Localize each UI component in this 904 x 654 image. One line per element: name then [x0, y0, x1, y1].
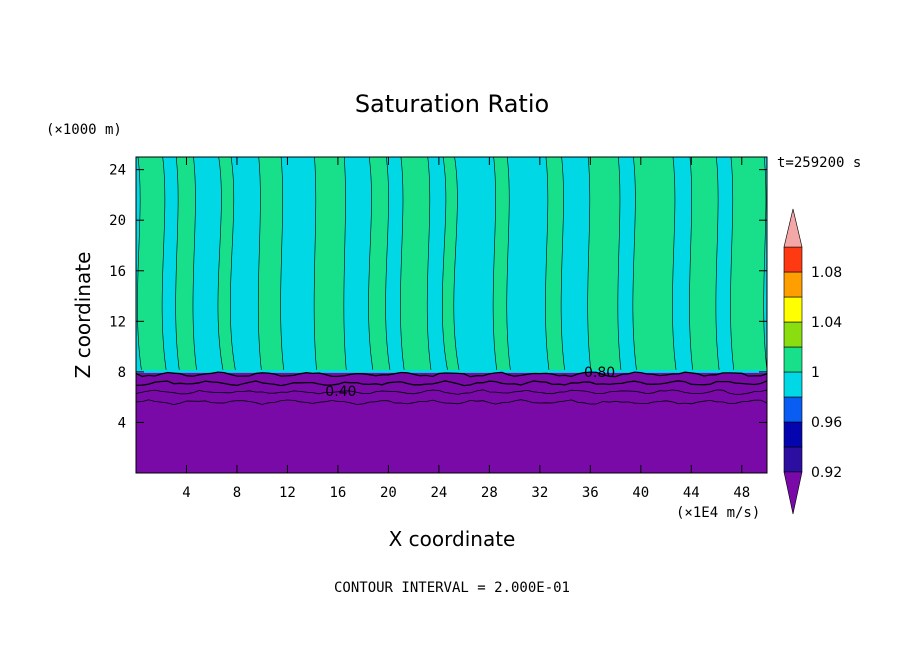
contour-label: 0.40	[325, 384, 356, 400]
upper-field-column	[587, 157, 622, 373]
y-tick-label: 20	[109, 213, 126, 229]
x-tick-label: 28	[481, 485, 498, 501]
upper-field-column	[137, 157, 167, 373]
chart-title: Saturation Ratio	[355, 90, 549, 118]
plot-area	[136, 157, 767, 473]
colorbar-labels: 1.08 1.04 1 0.96 0.92	[811, 265, 842, 481]
colorbar-top-extend	[783, 208, 803, 248]
colorbar-segment	[783, 296, 803, 323]
upper-field-column	[400, 157, 432, 373]
y-unit-label: (×1000 m)	[46, 122, 122, 138]
upper-field-column	[632, 157, 677, 373]
plot-frame	[135, 156, 768, 474]
y-tick-label: 12	[109, 314, 126, 330]
x-tick-label: 36	[582, 485, 599, 501]
lower-field-region	[136, 371, 767, 473]
upper-field-column	[257, 157, 285, 373]
x-axis-label: X coordinate	[389, 527, 516, 551]
colorbar-label: 1.08	[811, 265, 842, 281]
upper-field-column	[545, 157, 566, 373]
upper-level-field	[136, 157, 767, 373]
colorbar-segment	[783, 321, 803, 348]
upper-field-column	[689, 157, 720, 373]
contour-label: 0.80	[584, 365, 615, 381]
inversion-layer-band	[136, 369, 767, 373]
x-tick-label: 20	[380, 485, 397, 501]
upper-field-column	[730, 157, 767, 373]
y-tick-label: 4	[118, 415, 126, 431]
colorbar-segment	[783, 446, 803, 473]
colorbar-label: 1	[811, 365, 820, 381]
contour-line	[136, 380, 767, 387]
colorbar-segment	[783, 371, 803, 398]
colorbar-segment	[783, 246, 803, 273]
x-tick-label: 32	[531, 485, 548, 501]
colorbar-segment	[783, 346, 803, 373]
x-tick-label: 8	[233, 485, 241, 501]
lower-level-field	[136, 369, 767, 473]
colorbar-label: 1.04	[811, 315, 842, 331]
y-tick-label: 8	[118, 365, 126, 381]
contour-labels: 0.40 0.80	[325, 365, 615, 400]
colorbar-segment	[783, 271, 803, 298]
time-label: t=259200 s	[777, 155, 861, 171]
x-tick-label: 40	[632, 485, 649, 501]
x-tick-label: 24	[430, 485, 447, 501]
y-tick-label: 16	[109, 264, 126, 280]
x-tick-label: 4	[182, 485, 190, 501]
x-unit-label: (×1E4 m/s)	[676, 505, 760, 521]
upper-field-column	[175, 157, 198, 373]
colorbar-bottom-extend	[783, 471, 803, 515]
x-tick-label: 48	[733, 485, 750, 501]
x-tick-label: 16	[329, 485, 346, 501]
contour-line	[136, 389, 767, 395]
colorbar	[783, 208, 803, 515]
x-tick-label: 44	[683, 485, 700, 501]
contour-line	[136, 399, 767, 406]
colorbar-segment	[783, 421, 803, 448]
x-tick-label: 12	[279, 485, 296, 501]
contour-line	[136, 371, 767, 378]
y-axis-label: Z coordinate	[71, 252, 95, 379]
upper-field-column	[313, 157, 347, 373]
colorbar-segment	[783, 396, 803, 423]
colorbar-label: 0.92	[811, 465, 842, 481]
y-tick-label: 24	[109, 163, 126, 179]
contour-interval-footer: CONTOUR INTERVAL = 2.000E-01	[334, 580, 570, 596]
x-axis-ticks: 4 8 12 16 20 24 28 32 36 40 44 48	[182, 157, 750, 501]
y-axis-ticks: 4 8 12 16 20 24	[109, 163, 767, 431]
colorbar-label: 0.96	[811, 415, 842, 431]
contour-lines	[136, 371, 767, 406]
